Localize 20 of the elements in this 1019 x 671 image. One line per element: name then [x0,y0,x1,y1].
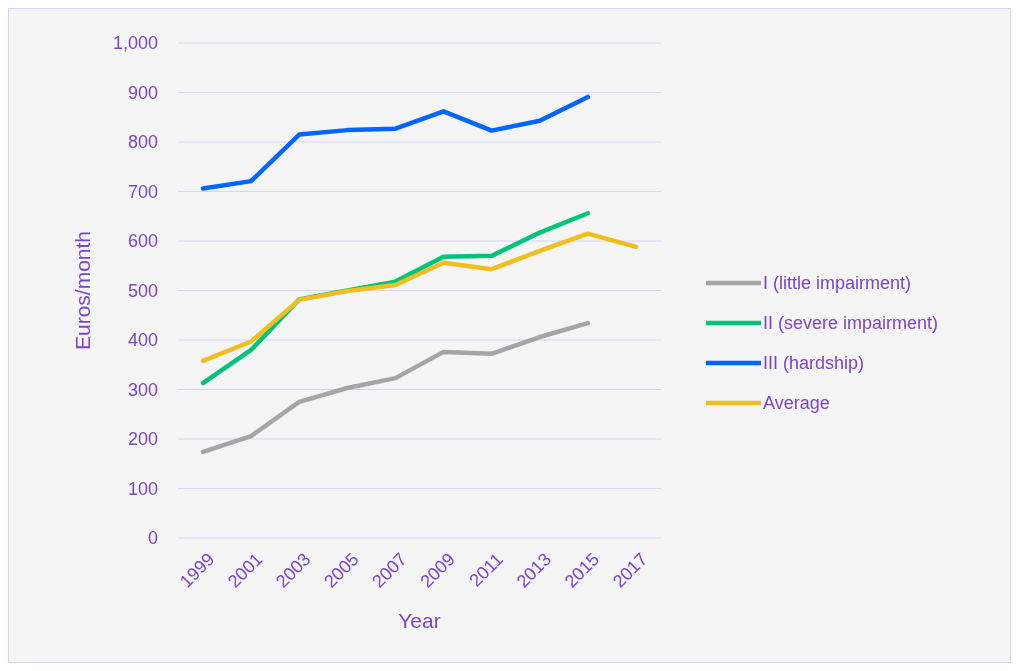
y-tick-label: 1,000 [112,33,158,54]
y-tick-label: 100 [127,478,158,499]
y-tick-label: 700 [127,181,158,202]
x-axis-title: Year [398,609,441,632]
legend-label: III (hardship) [763,353,865,374]
line-series [200,94,591,191]
line-series [200,231,639,364]
y-tick-label: 200 [127,429,158,450]
y-tick-label: 300 [127,379,158,400]
legend-label: I (little impairment) [763,273,912,294]
y-tick-label: 900 [127,82,158,103]
y-tick-label: 0 [147,528,158,549]
y-tick-label: 600 [127,231,158,252]
y-tick-label: 400 [127,330,158,351]
y-tick-label: 800 [127,132,158,153]
legend-label: Average [763,393,830,414]
line-series [200,320,591,455]
y-tick-label: 500 [127,280,158,301]
y-axis-title: Euros/month [71,230,95,351]
legend-label: II (severe impairment) [763,313,939,334]
